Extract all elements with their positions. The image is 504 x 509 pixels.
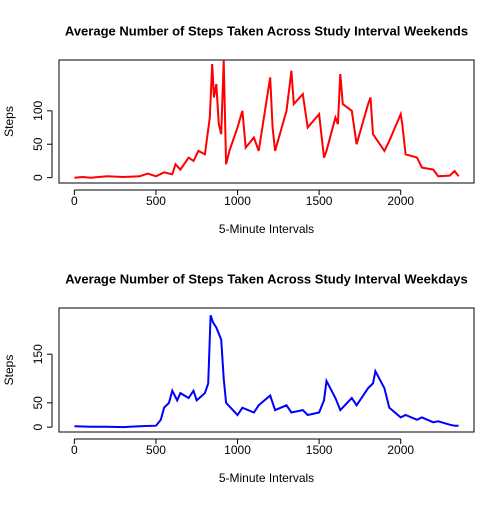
x-axis-label: 5-Minute Intervals <box>219 471 314 485</box>
y-axis-label: Steps <box>2 106 16 137</box>
y-tick-label: 100 <box>31 100 45 120</box>
plot-box <box>58 59 475 184</box>
data-line <box>74 314 459 429</box>
x-tick-label: 500 <box>146 194 166 208</box>
x-tick-label: 1000 <box>224 194 251 208</box>
x-tick-label: 500 <box>146 443 166 457</box>
data-line <box>74 60 460 179</box>
y-tick-label: 0 <box>31 174 45 181</box>
x-tick-label: 2000 <box>387 443 414 457</box>
x-tick-label: 0 <box>71 443 78 457</box>
x-tick-label: 1000 <box>224 443 251 457</box>
plot-box <box>58 307 475 433</box>
y-tick-label: 0 <box>31 423 45 430</box>
x-tick-label: 1500 <box>306 443 333 457</box>
chart-title: Average Number of Steps Taken Across Stu… <box>65 271 467 286</box>
y-tick-label: 150 <box>31 344 45 364</box>
x-tick-label: 1500 <box>306 194 333 208</box>
y-axis-label: Steps <box>2 355 16 386</box>
y-tick-label: 50 <box>31 137 45 151</box>
chart-title: Average Number of Steps Taken Across Stu… <box>65 23 468 38</box>
x-tick-label: 2000 <box>387 194 414 208</box>
y-tick-label: 50 <box>31 396 45 410</box>
x-tick-label: 0 <box>71 194 78 208</box>
x-axis-label: 5-Minute Intervals <box>219 222 314 236</box>
